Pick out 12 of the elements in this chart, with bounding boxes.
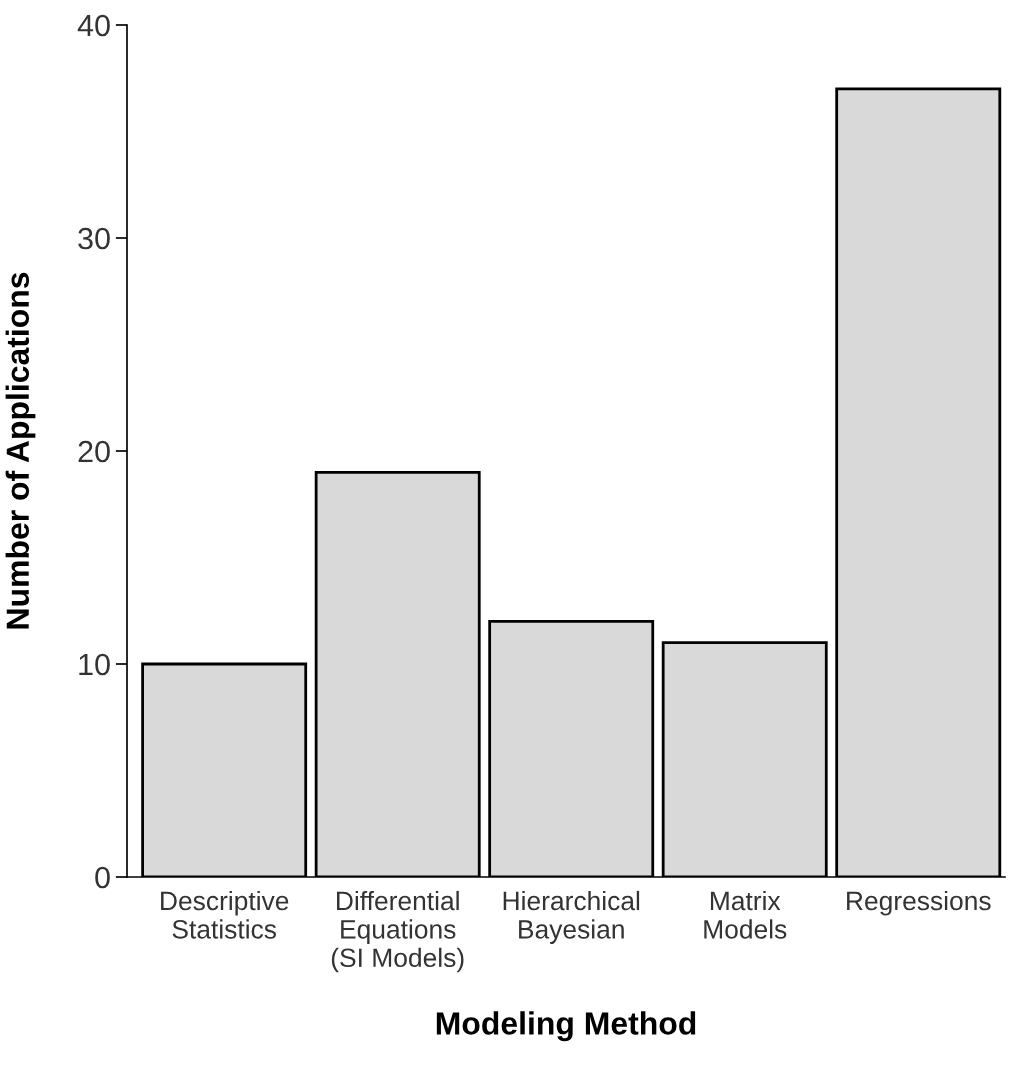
y-tick-label: 40 (77, 14, 110, 37)
y-tick-label: 0 (95, 866, 110, 889)
x-axis-title: Modeling Method (436, 1011, 696, 1042)
x-tick-label: Matrix Models (704, 890, 787, 939)
y-tick-label: 10 (79, 653, 110, 676)
x-tick-label: Differential Equations (SI Models) (331, 890, 464, 973)
y-tick-label: 20 (78, 440, 110, 463)
y-axis-title: Number of Applications (5, 272, 36, 629)
x-tick-label: Descriptive Statistics (161, 890, 289, 939)
x-tick-label: Regressions (847, 890, 991, 916)
y-tick-label: 30 (78, 227, 110, 250)
x-tick-label: Hierarchical Bayesian (503, 890, 640, 944)
